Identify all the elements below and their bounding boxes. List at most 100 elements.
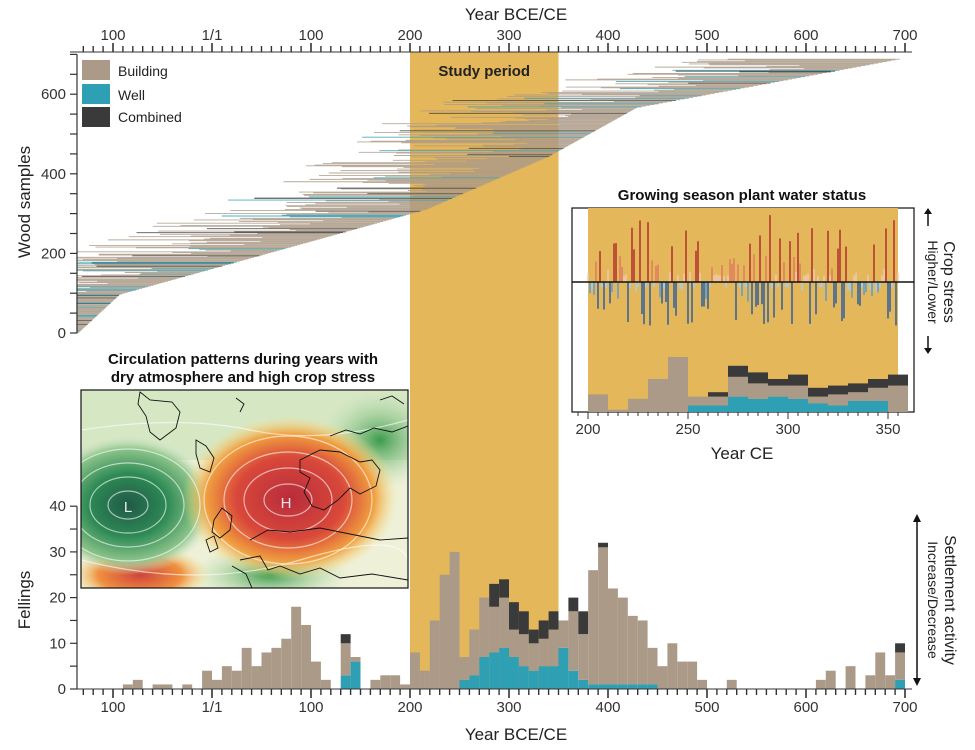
legend-label-combined: Combined (118, 109, 182, 125)
fellings-building-bar (429, 620, 440, 689)
fellings-combined-bar (509, 602, 519, 630)
wood-samples-axis-label: Wood samples (15, 146, 34, 258)
axis-tick-label: 20 (49, 590, 66, 607)
fellings-building-bar (370, 679, 381, 689)
axis-tick-label: 1/1 (202, 699, 223, 716)
fellings-well-bar (558, 647, 569, 689)
crop-inset-building-bar (628, 398, 648, 412)
settlement-activity-label: Settlement activity (941, 535, 958, 665)
fellings-building-bar (608, 588, 618, 685)
crop-inset-fellings-bars (588, 357, 908, 412)
fellings-combined-bar (548, 611, 559, 630)
crop-inset-title: Growing season plant water status (618, 187, 866, 204)
crop-inset-building-bar (748, 383, 768, 399)
fellings-building-bar (202, 670, 212, 689)
axis-tick-label: 0 (58, 681, 66, 698)
axis-tick-label: 100 (298, 27, 323, 44)
legend-label-building: Building (118, 63, 168, 79)
crop-inset-xlabel: Year CE (711, 444, 774, 463)
axis-tick-label: 400 (595, 699, 620, 716)
crop-inset-combined-bar (828, 385, 848, 395)
fellings-well-bar (538, 666, 549, 689)
crop-inset-building-bar (588, 394, 608, 412)
axis-tick-label: 500 (694, 699, 719, 716)
fellings-building-bar (469, 629, 480, 676)
crop-inset-building-bar (848, 392, 868, 401)
fellings-building-bar (509, 629, 519, 658)
high-pressure-label: H (281, 495, 292, 512)
fellings-combined-bar (598, 542, 608, 548)
fellings-well-bar (548, 666, 559, 689)
crop-inset-combined-bar (728, 365, 748, 377)
fellings-building-bar (212, 679, 222, 689)
fellings-combined-bar (538, 620, 549, 639)
fellings-axis-label: Fellings (15, 571, 34, 630)
fellings-building-bar (538, 638, 549, 667)
fellings-building-bar (568, 611, 579, 671)
fellings-building-bar (518, 634, 529, 667)
axis-tick-label: 300 (775, 421, 800, 438)
fellings-building-bar (845, 666, 856, 689)
axis-tick-label: 350 (875, 421, 900, 438)
axis-tick-label: 100 (100, 699, 125, 716)
fellings-building-bar (895, 652, 905, 680)
axis-tick-label: 100 (298, 699, 323, 716)
axis-tick-label: 500 (694, 27, 719, 44)
axis-tick-label: 200 (575, 421, 600, 438)
fellings-building-bar (122, 684, 133, 689)
crop-inset-well-bar (868, 401, 888, 412)
settlement-activity-sub-label: Increase/Decrease (925, 541, 941, 659)
fellings-building-bar (152, 684, 163, 689)
fellings-combined-bar (528, 629, 539, 644)
bottom-year-axis-label: Year BCE/CE (465, 725, 567, 744)
axis-tick-label: 400 (41, 166, 66, 183)
fellings-well-bar (588, 684, 599, 689)
axis-tick-label: 300 (496, 27, 521, 44)
fellings-axis: 0 10 20 30 40 (49, 498, 78, 698)
crop-inset-combined-bar (808, 387, 828, 397)
crop-inset-building-bar (808, 396, 828, 404)
fellings-building-bar (439, 574, 450, 689)
fellings-building-bar (885, 675, 896, 689)
axis-tick-label: 300 (496, 699, 521, 716)
fellings-building-bar (380, 675, 391, 689)
fellings-building-bar (231, 670, 242, 689)
low-pressure-label: L (124, 499, 132, 516)
fellings-well-bar (528, 670, 539, 689)
fellings-well-bar (578, 679, 589, 689)
crop-inset-building-bar (708, 396, 728, 406)
fellings-building-bar (320, 679, 331, 689)
axis-tick-label: 400 (595, 27, 620, 44)
fellings-well-bar (598, 684, 608, 689)
fellings-building-bar (271, 647, 282, 689)
study-period-label: Study period (438, 63, 530, 80)
fellings-well-bar (499, 647, 509, 689)
axis-tick-label: 600 (41, 86, 66, 103)
fellings-building-bar (419, 670, 430, 689)
axis-tick-label: 700 (892, 699, 917, 716)
crop-inset-well-bar (808, 403, 828, 412)
fellings-building-bar (667, 643, 678, 689)
axis-tick-label: 100 (100, 27, 125, 44)
fellings-building-bar (548, 629, 559, 667)
crop-inset-building-bar (688, 396, 708, 406)
wood-sample-lines (76, 58, 900, 334)
fellings-building-bar (617, 597, 628, 685)
fellings-building-bar (489, 606, 500, 653)
legend-swatch-combined (82, 107, 110, 127)
fellings-building-bar (558, 620, 569, 648)
fellings-building-bar (687, 661, 698, 689)
fellings-building-bar (459, 657, 470, 680)
fellings-histogram (122, 542, 905, 689)
crop-stress-side-label: Crop stress Higher/Lower (924, 208, 957, 354)
fellings-well-bar (617, 684, 628, 689)
fellings-building-bar (251, 666, 262, 689)
crop-stress-bars (587, 215, 899, 326)
axis-tick-label: 200 (41, 245, 66, 262)
axis-tick-label: 1/1 (202, 27, 223, 44)
settlement-side-label: Settlement activity Increase/Decrease (913, 514, 958, 686)
crop-inset-building-bar (788, 385, 808, 399)
fellings-combined-bar (518, 611, 529, 635)
crop-stress-sub-label: Higher/Lower (925, 240, 941, 324)
axis-tick-label: 30 (49, 544, 66, 561)
